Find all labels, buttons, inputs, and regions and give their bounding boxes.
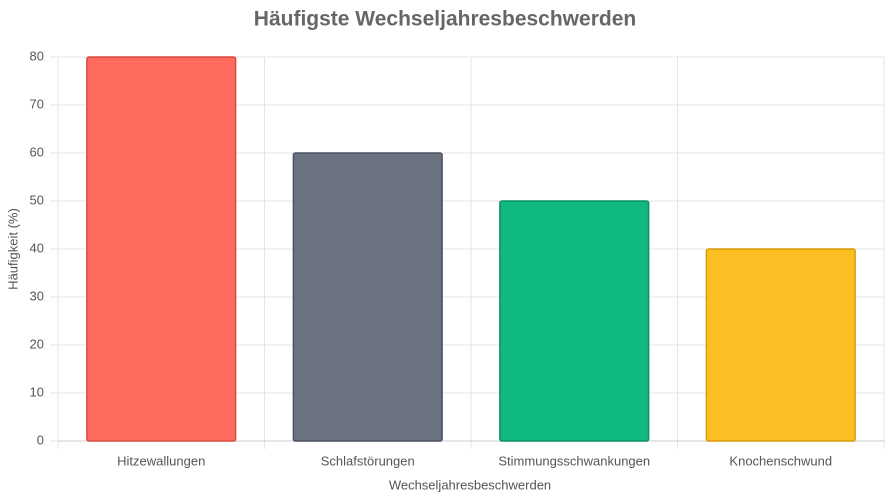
y-tick-label: 20 xyxy=(30,336,44,351)
x-tick-label: Hitzewallungen xyxy=(117,453,205,468)
x-tick-label: Schlafstörungen xyxy=(321,453,415,468)
y-tick-label: 70 xyxy=(30,96,44,111)
bar xyxy=(86,56,237,442)
x-tick-label: Stimmungsschwankungen xyxy=(498,453,650,468)
y-tick-label: 40 xyxy=(30,240,44,255)
y-tick-label: 80 xyxy=(30,48,44,63)
x-tick-label: Knochenschwund xyxy=(729,453,832,468)
bar xyxy=(499,200,650,442)
y-tick-label: 0 xyxy=(37,432,44,447)
y-axis-label: Häufigkeit (%) xyxy=(5,208,20,290)
bar xyxy=(292,152,443,442)
x-axis-label: Wechseljahresbeschwerden xyxy=(389,477,551,492)
bar xyxy=(705,248,856,442)
y-tick-label: 10 xyxy=(30,384,44,399)
y-tick-label: 30 xyxy=(30,288,44,303)
y-tick-label: 50 xyxy=(30,192,44,207)
y-tick-label: 60 xyxy=(30,144,44,159)
chart-title: Häufigste Wechseljahresbeschwerden xyxy=(254,8,636,31)
